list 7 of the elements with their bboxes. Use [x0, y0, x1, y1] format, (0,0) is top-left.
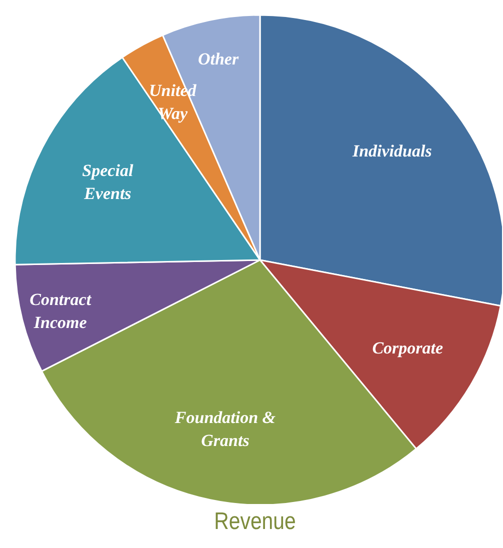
slice-label: Other: [198, 48, 239, 68]
slice-label: Corporate: [372, 338, 444, 357]
slice-label: Foundation & Grants: [174, 407, 276, 450]
slice-label: Individuals: [351, 141, 432, 160]
slice-label: Special Events: [82, 160, 134, 203]
slice-label: Contract Income: [30, 289, 92, 332]
text: Revenue: [213, 508, 297, 536]
